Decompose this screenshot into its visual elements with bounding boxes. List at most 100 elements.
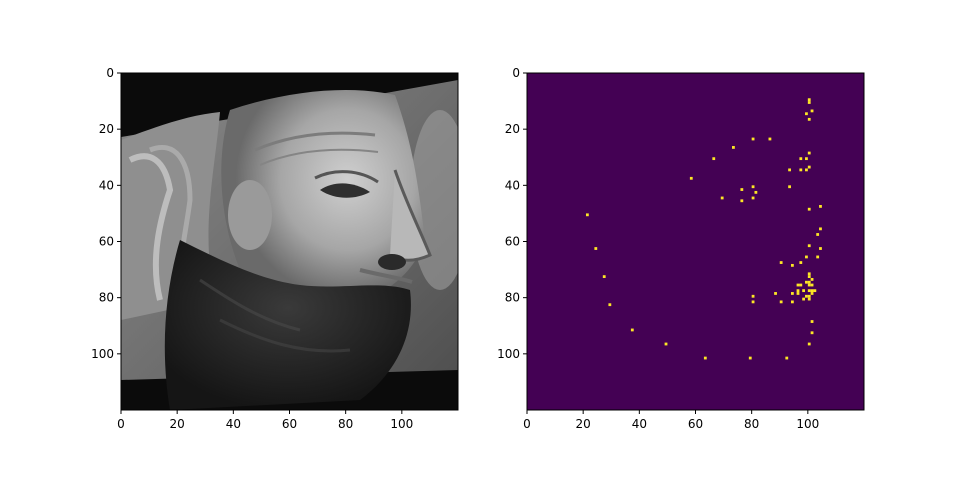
data-point	[799, 168, 803, 172]
left-y-tick-label: 0	[106, 66, 114, 80]
data-point	[796, 292, 800, 295]
right-x-tick-label: 80	[744, 417, 759, 431]
data-point	[751, 185, 755, 189]
data-point	[807, 275, 811, 279]
data-point	[807, 151, 811, 155]
data-point	[608, 303, 612, 307]
data-point	[807, 165, 811, 169]
data-point	[805, 112, 808, 116]
data-point	[751, 300, 755, 304]
data-point	[748, 356, 752, 360]
image-panel: 0 20 40 60 80 100 0 20 40 60 80 100	[91, 66, 459, 431]
data-point	[807, 117, 811, 121]
data-point	[740, 188, 744, 191]
data-point	[790, 263, 794, 267]
data-point	[802, 297, 806, 301]
left-x-tick-label: 20	[170, 417, 185, 431]
data-point	[810, 331, 814, 335]
data-point	[819, 247, 822, 250]
data-point	[732, 146, 735, 149]
data-point	[819, 227, 822, 231]
data-point	[751, 137, 755, 141]
data-point	[807, 98, 811, 102]
data-point	[816, 255, 820, 259]
point-map-points	[585, 98, 822, 360]
right-y-tick-label: 0	[512, 66, 520, 80]
data-point	[802, 289, 806, 293]
data-point	[751, 294, 755, 298]
data-point	[810, 292, 814, 295]
right-axis-ticks: 0 20 40 60 80 100 0 20 40 60 80 100	[497, 66, 819, 431]
data-point	[630, 328, 634, 332]
data-point	[740, 199, 744, 203]
data-point	[751, 196, 755, 200]
data-point	[779, 261, 783, 264]
data-point	[807, 297, 811, 301]
data-point	[796, 283, 800, 287]
data-point	[810, 109, 814, 113]
left-x-tick-label: 60	[282, 417, 297, 431]
data-point	[807, 101, 811, 104]
data-point	[602, 275, 606, 279]
right-y-tick-label: 100	[497, 347, 520, 361]
data-point	[788, 185, 791, 189]
right-x-tick-label: 100	[796, 417, 819, 431]
data-point	[768, 137, 772, 141]
data-point	[805, 280, 808, 284]
data-point	[779, 300, 783, 304]
data-point	[807, 294, 811, 298]
data-point	[807, 244, 811, 248]
data-point	[805, 255, 808, 259]
right-y-tick-label: 20	[505, 122, 520, 136]
right-y-tick-label: 80	[505, 291, 520, 305]
data-point	[799, 283, 803, 287]
data-point	[788, 168, 791, 172]
face-photo	[121, 73, 458, 410]
data-point	[810, 283, 814, 287]
data-point	[807, 283, 811, 287]
left-y-tick-label: 100	[91, 347, 114, 361]
left-x-tick-label: 100	[390, 417, 413, 431]
data-point	[807, 280, 811, 284]
point-map-background	[527, 73, 864, 410]
data-point	[807, 207, 811, 211]
right-y-tick-label: 40	[505, 178, 520, 192]
data-point	[720, 196, 724, 200]
data-point	[810, 289, 814, 293]
data-point	[805, 168, 808, 172]
data-point	[712, 157, 716, 161]
data-point	[790, 300, 794, 304]
data-point	[790, 292, 794, 295]
left-x-tick-label: 80	[338, 417, 353, 431]
data-point	[585, 213, 589, 217]
right-x-tick-label: 20	[576, 417, 591, 431]
right-x-tick-label: 40	[632, 417, 647, 431]
data-point	[816, 233, 820, 236]
data-point	[807, 289, 811, 293]
data-point	[754, 190, 758, 194]
data-point	[813, 289, 817, 293]
left-y-tick-label: 60	[99, 235, 114, 249]
data-point	[703, 356, 707, 360]
right-x-tick-label: 60	[688, 417, 703, 431]
left-x-tick-label: 0	[117, 417, 125, 431]
data-point	[799, 157, 803, 161]
point-map-panel: 0 20 40 60 80 100 0 20 40 60 80 100	[497, 66, 865, 431]
data-point	[594, 247, 598, 250]
data-point	[796, 289, 800, 293]
left-y-tick-label: 40	[99, 178, 114, 192]
left-y-tick-label: 80	[99, 291, 114, 305]
data-point	[810, 278, 814, 281]
left-axis-ticks: 0 20 40 60 80 100 0 20 40 60 80 100	[91, 66, 413, 431]
data-point	[664, 342, 668, 346]
left-x-tick-label: 40	[226, 417, 241, 431]
data-point	[807, 272, 811, 276]
data-point	[810, 320, 814, 323]
data-point	[799, 261, 803, 264]
right-y-tick-label: 60	[505, 235, 520, 249]
data-point	[807, 342, 811, 346]
data-point	[689, 176, 693, 180]
data-point	[805, 157, 808, 161]
data-point	[774, 292, 777, 295]
